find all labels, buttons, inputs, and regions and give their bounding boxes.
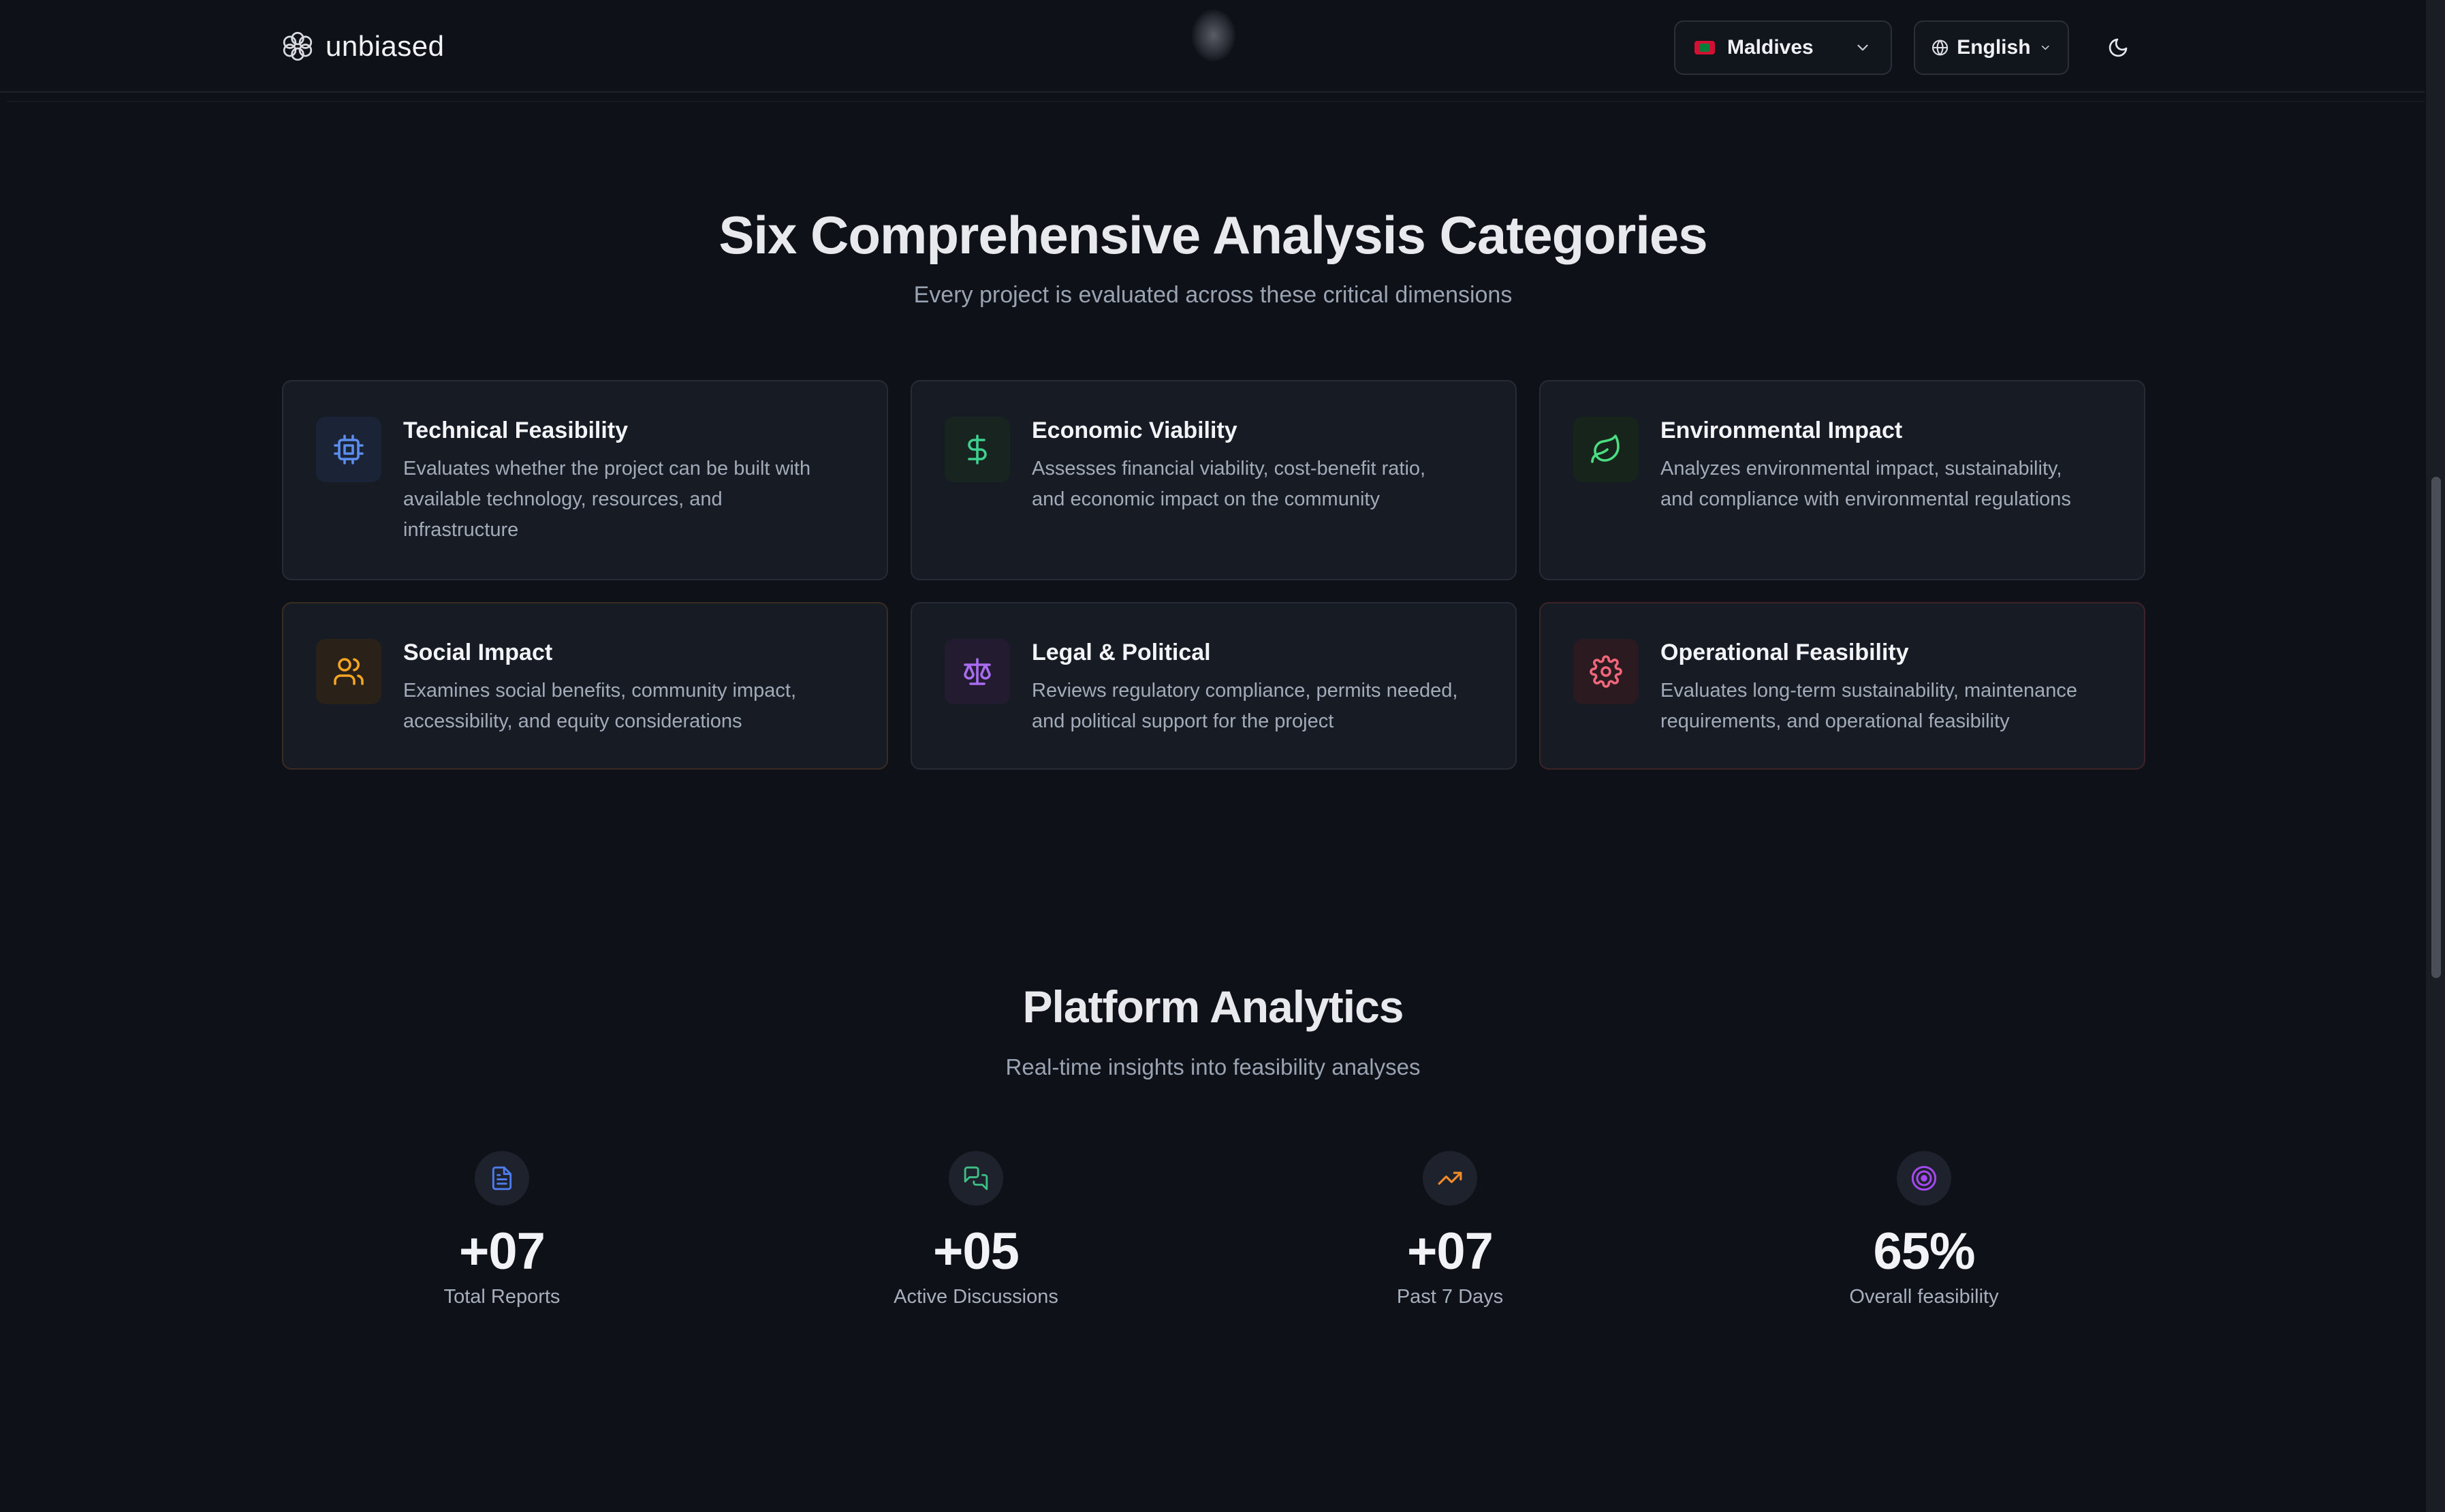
brand-name: unbiased [326,30,445,62]
category-card-economic: Economic Viability Assesses financial vi… [911,380,1517,580]
cpu-icon [334,435,364,464]
globe-icon [1932,40,1949,56]
categories-grid: Technical Feasibility Evaluates whether … [282,380,2145,770]
analytics-stats: +07 Total Reports +05 Active Discussions… [0,1151,2426,1328]
maldives-flag-icon [1694,41,1715,54]
category-title: Operational Feasibility [1660,640,1909,665]
stat-value: 65% [1873,1223,1975,1280]
category-icon-box [1573,417,1639,482]
category-card-environmental: Environmental Impact Analyzes environmen… [1539,380,2145,580]
stat-icon-circle [475,1151,529,1206]
gear-icon [1590,655,1622,688]
category-card-technical: Technical Feasibility Evaluates whether … [282,380,888,580]
logo-icon [283,31,313,61]
language-select-value: English [1957,36,2031,59]
category-description: Analyzes environmental impact, sustainab… [1660,458,2071,510]
scale-icon [964,658,991,685]
category-description: Evaluates whether the project can be bui… [403,458,811,541]
category-title: Legal & Political [1032,640,1211,665]
brand-link[interactable]: unbiased [281,27,444,65]
category-title: Social Impact [403,640,553,665]
users-icon [334,658,364,685]
trending-up-icon [1438,1171,1462,1185]
category-title: Environmental Impact [1660,418,1903,443]
category-title: Technical Feasibility [403,418,629,443]
dollar-icon [968,435,987,464]
divider [7,101,2425,102]
stat-label: Overall feasibility [1849,1286,1999,1308]
chat-icon [964,1166,988,1191]
leaf-icon [1591,435,1620,463]
chevron-down-icon [1857,44,1868,51]
theme-toggle-button[interactable] [2098,27,2139,68]
stat-label: Past 7 Days [1396,1286,1504,1308]
target-icon [1911,1165,1937,1191]
category-icon-box [1573,639,1639,704]
stat-active-discussions: +05 Active Discussions [819,1151,1133,1308]
stat-overall-feasibility: 65% Overall feasibility [1767,1151,2081,1308]
vertical-scrollbar[interactable] [2426,0,2445,1512]
category-description: Assesses financial viability, cost-benef… [1032,458,1426,510]
stat-label: Total Reports [443,1286,561,1308]
category-icon-box [316,417,381,482]
document-icon [492,1166,512,1191]
top-navbar: unbiased Maldives English [0,0,2425,93]
stat-icon-circle [1897,1151,1951,1206]
category-description: Reviews regulatory compliance, permits n… [1032,680,1458,732]
stat-value: +07 [1407,1223,1494,1280]
stat-value: +05 [933,1223,1020,1280]
category-icon-box [945,639,1010,704]
moon-icon [2109,38,2128,57]
category-card-operational: Operational Feasibility Evaluates long-t… [1539,602,2145,770]
categories-title: Six Comprehensive Analysis Categories [719,205,1707,265]
category-icon-box [316,639,381,704]
stat-value: +07 [459,1223,546,1280]
analytics-title: Platform Analytics [1022,981,1404,1032]
categories-subtitle: Every project is evaluated across these … [913,282,1513,308]
category-card-social: Social Impact Examines social benefits, … [282,602,888,770]
stat-icon-circle [949,1151,1003,1206]
stat-total-reports: +07 Total Reports [345,1151,659,1308]
chevron-down-icon [2041,45,2049,50]
category-title: Economic Viability [1032,418,1237,443]
country-select-value: Maldives [1727,36,1814,59]
language-select[interactable]: English [1914,20,2069,75]
category-description: Examines social benefits, community impa… [403,680,796,732]
stat-icon-circle [1423,1151,1477,1206]
scrollbar-thumb[interactable] [2431,477,2441,978]
category-icon-box [945,417,1010,482]
analytics-subtitle: Real-time insights into feasibility anal… [1005,1054,1421,1080]
country-select[interactable]: Maldives [1674,20,1892,75]
stat-label: Active Discussions [894,1286,1058,1308]
category-card-legal: Legal & Political Reviews regulatory com… [911,602,1517,770]
category-description: Evaluates long-term sustainability, main… [1660,680,2078,732]
stat-past-7-days: +07 Past 7 Days [1293,1151,1607,1308]
blurred-avatar [1192,10,1235,61]
